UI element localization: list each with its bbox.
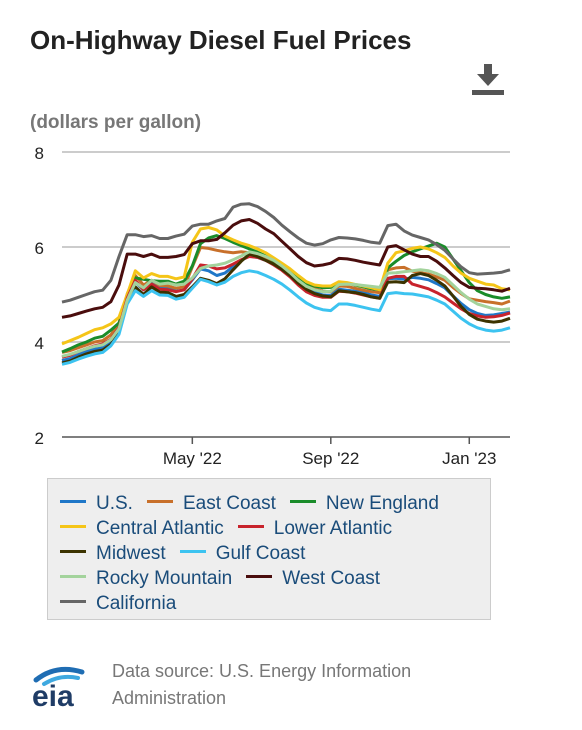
legend-swatch <box>179 550 206 554</box>
legend-row: Central Atlantic Lower Atlantic <box>60 516 490 541</box>
chart-legend: U.S. East Coast New England Central Atlanti… <box>47 478 491 620</box>
y-tick-label: 8 <box>35 144 44 163</box>
legend-row: California <box>60 591 490 616</box>
series-line-central-atlantic[interactable] <box>61 226 511 346</box>
download-icon[interactable] <box>470 62 506 96</box>
legend-item[interactable]: New England <box>289 491 439 516</box>
legend-label: Central Atlantic <box>96 518 224 539</box>
series-line-rocky-mountain[interactable] <box>61 250 511 358</box>
legend-label: Gulf Coast <box>215 543 306 564</box>
y-tick-label: 4 <box>35 334 44 353</box>
legend-row: U.S. East Coast New England <box>60 491 490 516</box>
legend-swatch <box>60 500 86 504</box>
y-tick-label: 2 <box>35 429 44 448</box>
eia-logo-icon: eia <box>32 666 85 710</box>
legend-item[interactable]: Midwest <box>60 541 166 566</box>
legend-swatch <box>60 550 86 554</box>
legend-row: Midwest Gulf Coast <box>60 541 490 566</box>
legend-item[interactable]: East Coast <box>146 491 276 516</box>
svg-text:eia: eia <box>32 680 74 710</box>
x-tick-label: May '22 <box>163 449 222 468</box>
legend-item[interactable]: Lower Atlantic <box>237 516 393 541</box>
x-tick-label: Jan '23 <box>442 449 496 468</box>
chart-title: On-Highway Diesel Fuel Prices <box>30 25 412 55</box>
legend-item[interactable]: California <box>60 591 176 616</box>
y-tick-label: 6 <box>35 239 44 258</box>
series-line-midwest[interactable] <box>61 252 511 365</box>
legend-label: Rocky Mountain <box>96 568 233 589</box>
legend-label: East Coast <box>182 493 276 514</box>
legend-swatch <box>237 525 264 529</box>
legend-item[interactable]: West Coast <box>246 566 380 591</box>
legend-item[interactable]: U.S. <box>60 491 133 516</box>
legend-item[interactable]: Central Atlantic <box>60 516 224 541</box>
legend-label: West Coast <box>282 568 381 589</box>
series-line-california[interactable] <box>61 202 511 304</box>
y-axis-unit: (dollars per gallon) <box>30 112 202 133</box>
legend-swatch <box>246 575 273 579</box>
line-chart: 2 4 6 8 May '22 Sep '22 Jan '23 <box>35 144 511 468</box>
legend-label: U.S. <box>96 493 133 514</box>
series-line-gulf-coast[interactable] <box>61 269 511 366</box>
legend-item[interactable]: Rocky Mountain <box>60 566 232 591</box>
data-source: Data source: U.S. Energy Information Adm… <box>112 661 412 708</box>
legend-item[interactable]: Gulf Coast <box>179 541 306 566</box>
legend-label: New England <box>325 493 439 514</box>
x-tick-label: Sep '22 <box>302 449 359 468</box>
legend-row: Rocky Mountain West Coast <box>60 566 490 591</box>
legend-label: Lower Atlantic <box>273 518 393 539</box>
series-line-west-coast[interactable] <box>61 218 511 319</box>
legend-label: Midwest <box>96 543 166 564</box>
legend-swatch <box>60 600 86 604</box>
legend-swatch <box>289 500 316 504</box>
legend-swatch <box>60 525 86 529</box>
legend-label: California <box>96 593 177 614</box>
legend-swatch <box>60 575 86 579</box>
legend-swatch <box>146 500 173 504</box>
